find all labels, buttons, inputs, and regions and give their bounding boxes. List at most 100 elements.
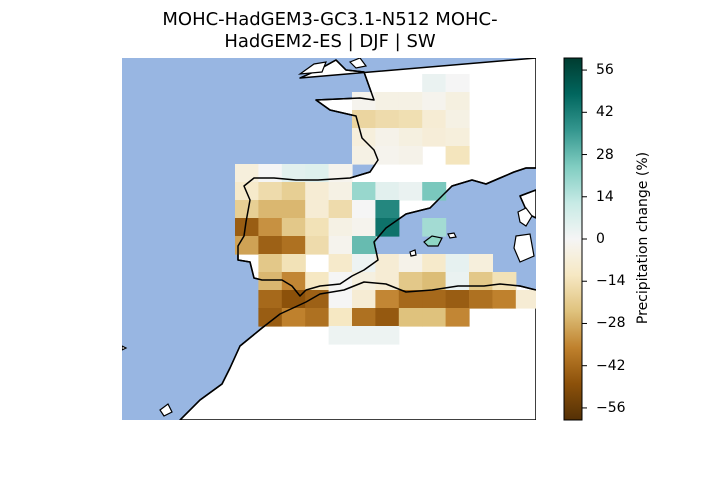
grid-cell <box>281 200 306 219</box>
island-uk-fragment <box>297 61 327 75</box>
grid-cell <box>281 218 306 237</box>
grid-cell <box>422 308 447 327</box>
grid-cell <box>445 110 470 129</box>
grid-cell <box>445 128 470 147</box>
grid-cell <box>328 254 353 273</box>
grid-cell <box>375 110 400 129</box>
colorbar-tick-14: 14 <box>596 188 614 205</box>
grid-cell <box>375 254 400 273</box>
grid-cell <box>422 92 447 111</box>
grid-cell <box>305 272 330 291</box>
grid-cell <box>328 236 353 255</box>
grid-cell <box>398 128 423 147</box>
grid-cell <box>352 182 376 201</box>
grid-cell <box>469 290 493 309</box>
island-corsica <box>517 207 533 227</box>
colorbar-tick-42: 42 <box>596 104 614 121</box>
grid-cell <box>328 326 353 345</box>
grid-cell <box>375 326 400 345</box>
grid-cell <box>398 110 423 129</box>
colorbar-tick-minus-28: −28 <box>596 315 626 332</box>
island-mallorca <box>423 235 443 247</box>
grid-cell <box>352 92 376 111</box>
grid-cell <box>469 254 493 273</box>
grid-cell <box>422 290 447 309</box>
grid-cell <box>281 236 306 255</box>
grid-cell <box>398 254 423 273</box>
grid-cell <box>515 290 536 309</box>
grid-cell <box>445 290 470 309</box>
grid-cell <box>352 146 376 165</box>
grid-cell <box>445 92 470 111</box>
grid-cell <box>258 164 283 183</box>
grid-cell <box>445 254 470 273</box>
islands <box>122 58 535 417</box>
colorbar-tick-56: 56 <box>596 62 614 79</box>
colorbar-tick-minus-14: −14 <box>596 273 626 290</box>
grid-cell <box>328 218 353 237</box>
grid-cell <box>469 272 493 291</box>
coastline-europe <box>237 59 536 297</box>
grid-cell <box>235 218 259 237</box>
grid-cell <box>398 272 423 291</box>
grid-cell <box>258 236 283 255</box>
colorbar <box>563 57 583 421</box>
grid-cell <box>305 308 330 327</box>
island-canary-1 <box>159 403 173 417</box>
grid-cell <box>281 272 306 291</box>
colorbar-label: Precipitation change (%) <box>635 151 651 325</box>
grid-cell <box>305 182 330 201</box>
grid-cell <box>375 272 400 291</box>
map-title-line-2: HadGEM2-ES | DJF | SW <box>224 31 436 52</box>
map-area <box>122 58 536 420</box>
grid-cell <box>352 110 376 129</box>
grid-cell <box>375 92 400 111</box>
grid-cell <box>445 74 470 93</box>
grid-cell <box>375 290 400 309</box>
grid-cell <box>281 254 306 273</box>
grid-cell <box>258 218 283 237</box>
grid-cell <box>258 290 283 309</box>
island-sardinia <box>513 233 535 263</box>
grid-cell <box>305 164 330 183</box>
colorbar-tick-0: 0 <box>596 231 605 247</box>
grid-cell <box>281 164 306 183</box>
grid-cell <box>352 236 376 255</box>
grid-cell <box>422 128 447 147</box>
colorbar-tick-marks <box>582 69 587 409</box>
grid-cell <box>492 290 517 309</box>
grid-cell <box>328 308 353 327</box>
grid-cell <box>398 182 423 201</box>
grid-cell <box>422 110 447 129</box>
grid-cell <box>258 272 283 291</box>
grid-cell <box>422 254 447 273</box>
map-title-line-1: MOHC-HadGEM3-GC3.1-N512 MOHC- <box>162 9 498 30</box>
colorbar-tick-28: 28 <box>596 146 614 163</box>
grid-cell <box>352 200 376 219</box>
grid-cell <box>375 200 400 219</box>
grid-cell <box>305 200 330 219</box>
grid-cell <box>328 200 353 219</box>
grid-cell <box>352 218 376 237</box>
grid-cell <box>398 290 423 309</box>
grid-cell <box>258 308 283 327</box>
grid-cell <box>445 146 470 165</box>
coastline-africa <box>179 281 536 420</box>
grid-cell <box>305 290 330 309</box>
grid-cell <box>422 272 447 291</box>
precipitation-grid <box>235 74 536 345</box>
grid-cell <box>445 308 470 327</box>
grid-cell <box>305 218 330 237</box>
grid-cell <box>258 182 283 201</box>
grid-cell <box>422 218 447 237</box>
grid-cell <box>375 308 400 327</box>
grid-cell <box>235 200 259 219</box>
grid-cell <box>352 308 376 327</box>
grid-cell <box>352 128 376 147</box>
grid-cell <box>235 164 259 183</box>
grid-cell <box>375 146 400 165</box>
grid-cell <box>281 182 306 201</box>
grid-cell <box>492 272 517 291</box>
island-small-north <box>348 58 368 69</box>
